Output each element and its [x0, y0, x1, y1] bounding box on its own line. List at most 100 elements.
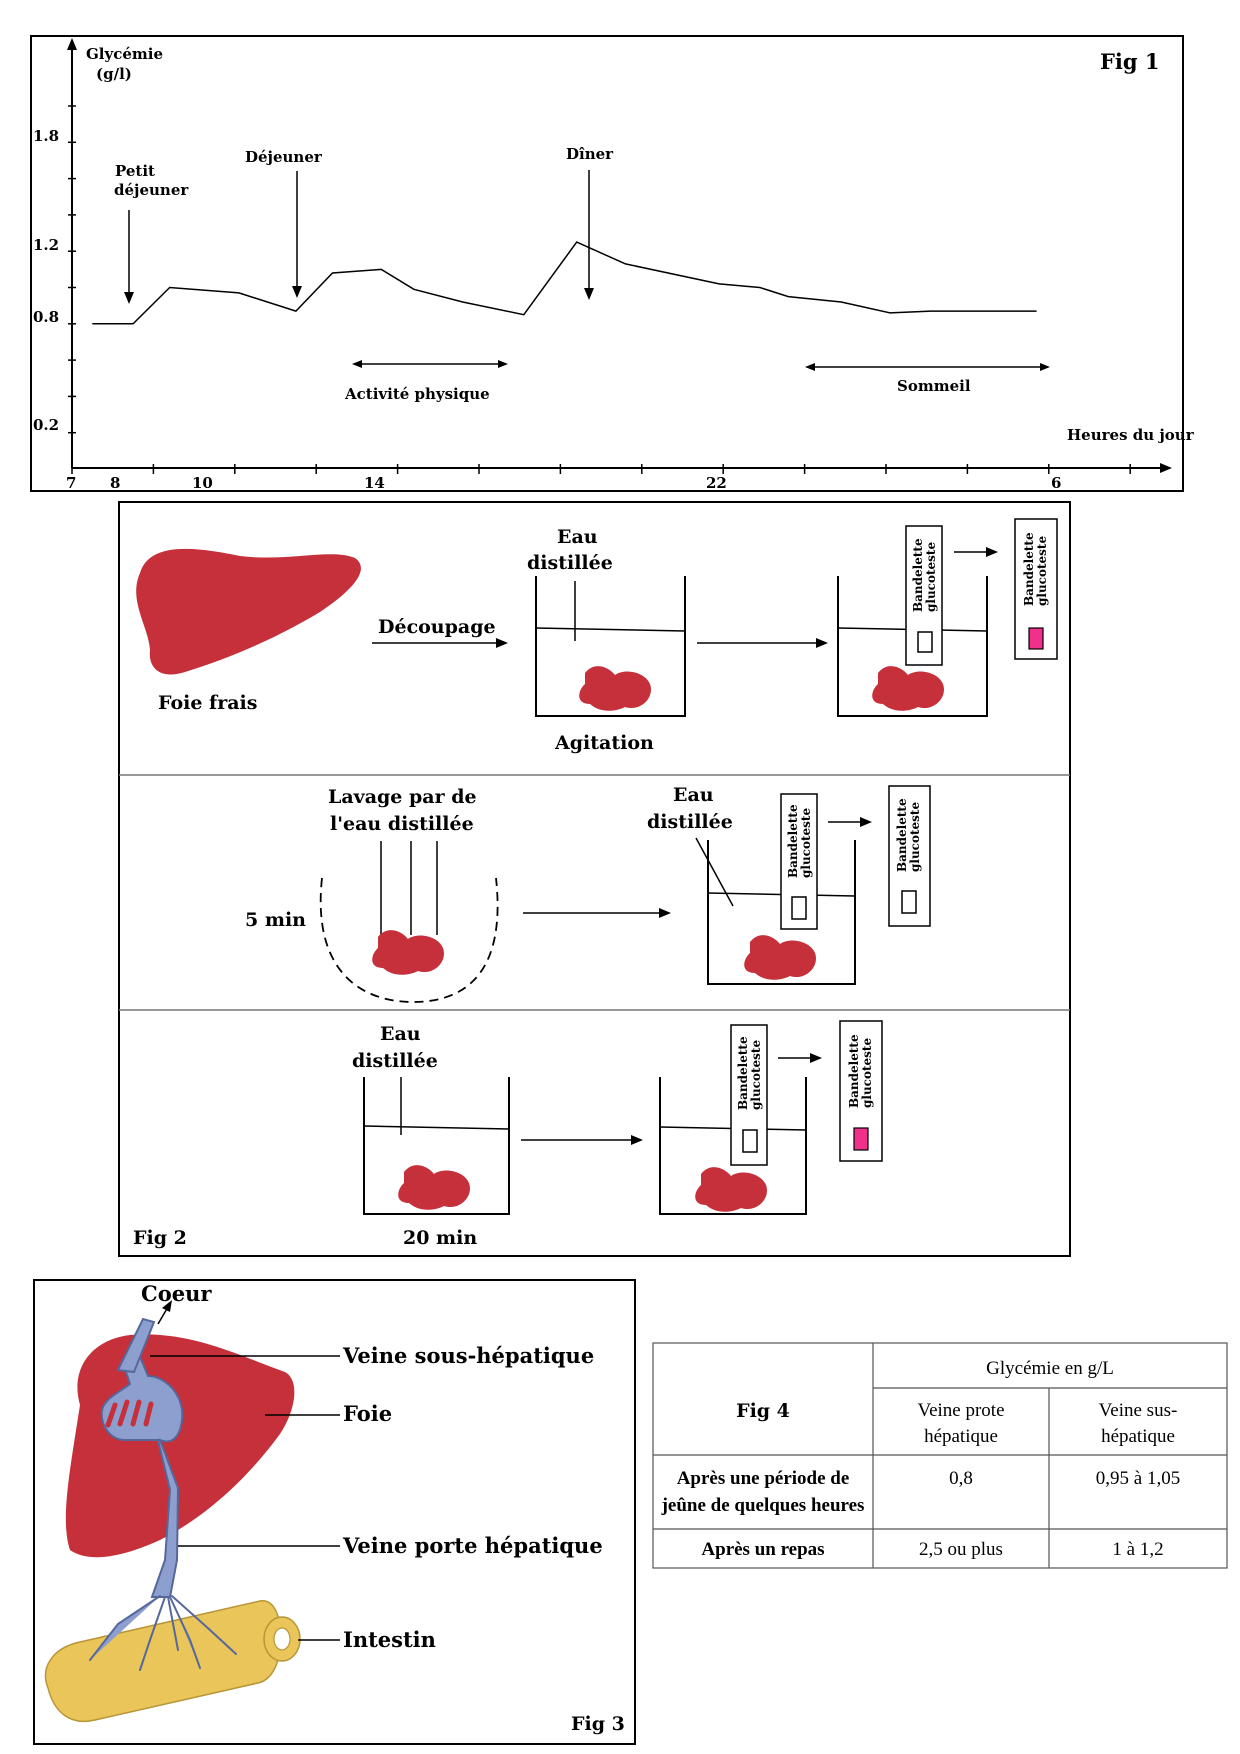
x-tick-label-14: 14	[364, 474, 385, 492]
fig3-label: Fig 3	[571, 1713, 625, 1735]
table-row2-label: Après un repas	[701, 1539, 824, 1560]
row2-strip-in-beaker	[780, 793, 818, 930]
fig1-label: Fig 1	[1100, 49, 1160, 74]
foie-image	[65, 1334, 295, 1558]
row1-water-level-1	[535, 627, 686, 632]
diner-arrowhead	[584, 288, 594, 300]
row3-liver-piece-2	[695, 1167, 767, 1212]
activite-arrow-right	[498, 360, 508, 368]
row3-arrowhead-1	[631, 1135, 643, 1145]
y-axis-label-line1: Glycémie	[86, 45, 163, 63]
veine-sous-hepatique-image	[116, 1317, 156, 1374]
row2-strip2-text-line2: glucoteste	[908, 802, 922, 872]
table-row1-c1: 0,8	[949, 1468, 973, 1489]
intestin-lumen	[273, 1627, 291, 1651]
x-tick-marks	[71, 464, 1131, 474]
row3-strip1-test-pad	[742, 1129, 758, 1153]
row1-arrowhead-3	[986, 547, 998, 557]
fig2-experiment: Foie frais Découpage Eau distillée Agita…	[118, 501, 1071, 1257]
sommeil-arrow-left	[805, 363, 815, 371]
y-tick-label-1.2: 1.2	[33, 236, 59, 254]
x-axis-label: Heures du jour	[1067, 426, 1195, 444]
row1-strip2-test-pad-positive	[1028, 627, 1044, 650]
x-axis-arrow	[1160, 463, 1172, 473]
table-col2-header-line2: hépatique	[1101, 1426, 1175, 1447]
row1-eau-line2: distillée	[527, 552, 613, 574]
y-axis-label-line2: (g/l)	[96, 65, 132, 83]
fig2-frame	[118, 501, 1071, 1257]
row2-strip2-text-line1: Bandelette	[895, 798, 909, 872]
annotation-dejeuner: Déjeuner	[245, 148, 323, 166]
fig3-frame	[33, 1279, 636, 1745]
row2-liver-piece-2	[744, 935, 816, 980]
fig2-row1: Foie frais Découpage Eau distillée Agita…	[136, 518, 1058, 754]
foie-frais-label: Foie frais	[158, 692, 257, 714]
coeur-arrowhead	[162, 1300, 172, 1312]
row3-arrowhead-2	[810, 1053, 822, 1063]
row1-liver-piece-2	[872, 666, 944, 711]
fig2-label: Fig 2	[133, 1227, 187, 1249]
table-row1-label-line1: Après une période de	[677, 1468, 850, 1489]
fig3-anatomy: Coeur Veine sous-hépatique Foie Veine po…	[33, 1279, 636, 1745]
row3-liver-piece-1	[398, 1165, 470, 1210]
annotation-activite: Activité physique	[344, 385, 490, 403]
row3-beaker-1	[363, 1077, 510, 1215]
row2-arrowhead-1	[659, 908, 671, 918]
fig4-table: Fig 4 Glycémie en g/L Veine prote hépati…	[652, 1342, 1228, 1569]
row1-liver-piece-1	[579, 666, 651, 711]
foie-label: Foie	[343, 1401, 392, 1426]
row3-beaker-2	[659, 1077, 807, 1215]
row2-eau-line2: distillée	[647, 811, 733, 833]
row1-strip1-test-pad	[917, 631, 933, 653]
agitation-label: Agitation	[554, 732, 654, 754]
row1-beaker-1	[535, 576, 686, 717]
dejeuner-arrowhead	[292, 286, 302, 298]
row2-strip1-text-line2: glucoteste	[799, 808, 813, 878]
row2-arrowhead-2	[860, 817, 872, 827]
annotation-petit-line2: déjeuner	[114, 181, 189, 199]
row2-eau-line1: Eau	[673, 784, 714, 806]
row3-strip1-text-line1: Bandelette	[736, 1036, 750, 1110]
row1-strip2-text-line1: Bandelette	[1022, 532, 1036, 606]
row1-strip1-text-line1: Bandelette	[911, 538, 925, 612]
annotation-diner: Dîner	[566, 145, 614, 163]
row2-strip1-test-pad	[791, 896, 807, 920]
fig4-label: Fig 4	[736, 1400, 790, 1422]
intestin-image	[44, 1600, 282, 1723]
x-tick-label-8: 8	[110, 474, 120, 492]
row2-eau-pointer	[695, 837, 734, 907]
row2-liver-piece-1	[372, 930, 444, 975]
row3-water-level-1	[363, 1125, 510, 1130]
annotation-petit-line1: Petit	[115, 162, 155, 180]
coeur-label: Coeur	[141, 1281, 212, 1306]
table-row1-label-line2: jeûne de quelques heures	[661, 1495, 865, 1516]
table-col1-header-line2: hépatique	[924, 1426, 998, 1447]
row3-strip2-test-pad-positive	[853, 1127, 869, 1151]
row1-strip2-text-line2: glucoteste	[1035, 536, 1049, 606]
table-col2-header-line1: Veine sus-	[1099, 1400, 1178, 1421]
row3-strip2-text-line2: glucoteste	[860, 1038, 874, 1108]
veine-porte-hepatique-label: Veine porte hépatique	[342, 1533, 603, 1558]
hepatic-capillaries	[105, 1399, 154, 1428]
row3-eau-line1: Eau	[380, 1023, 421, 1045]
x-tick-label-10: 10	[192, 474, 213, 492]
y-tick-label-1.8: 1.8	[33, 127, 59, 145]
activite-arrow-left	[352, 360, 362, 368]
y-tick-marks	[68, 105, 76, 434]
y-tick-label-0.8: 0.8	[33, 308, 59, 326]
lavage-line2: l'eau distillée	[330, 813, 474, 835]
table-col1-header-line1: Veine prote	[917, 1400, 1004, 1421]
foie-frais-image	[136, 548, 361, 675]
row3-time-label: 20 min	[403, 1227, 477, 1249]
row3-eau-line2: distillée	[352, 1050, 438, 1072]
veine-sous-hepatique-label: Veine sous-hépatique	[342, 1343, 594, 1368]
y-axis-arrow	[67, 38, 77, 50]
row2-strip1-text-line1: Bandelette	[786, 804, 800, 878]
table-row1-c2: 0,95 à 1,05	[1096, 1468, 1180, 1489]
glycemia-series-line	[92, 241, 1037, 325]
row2-beaker	[707, 840, 856, 985]
row2-strip2-test-pad-negative	[901, 890, 917, 914]
row1-beaker-2	[837, 576, 988, 717]
fig2-row2: Lavage par de l'eau distillée 5 min Eau …	[245, 784, 931, 1003]
